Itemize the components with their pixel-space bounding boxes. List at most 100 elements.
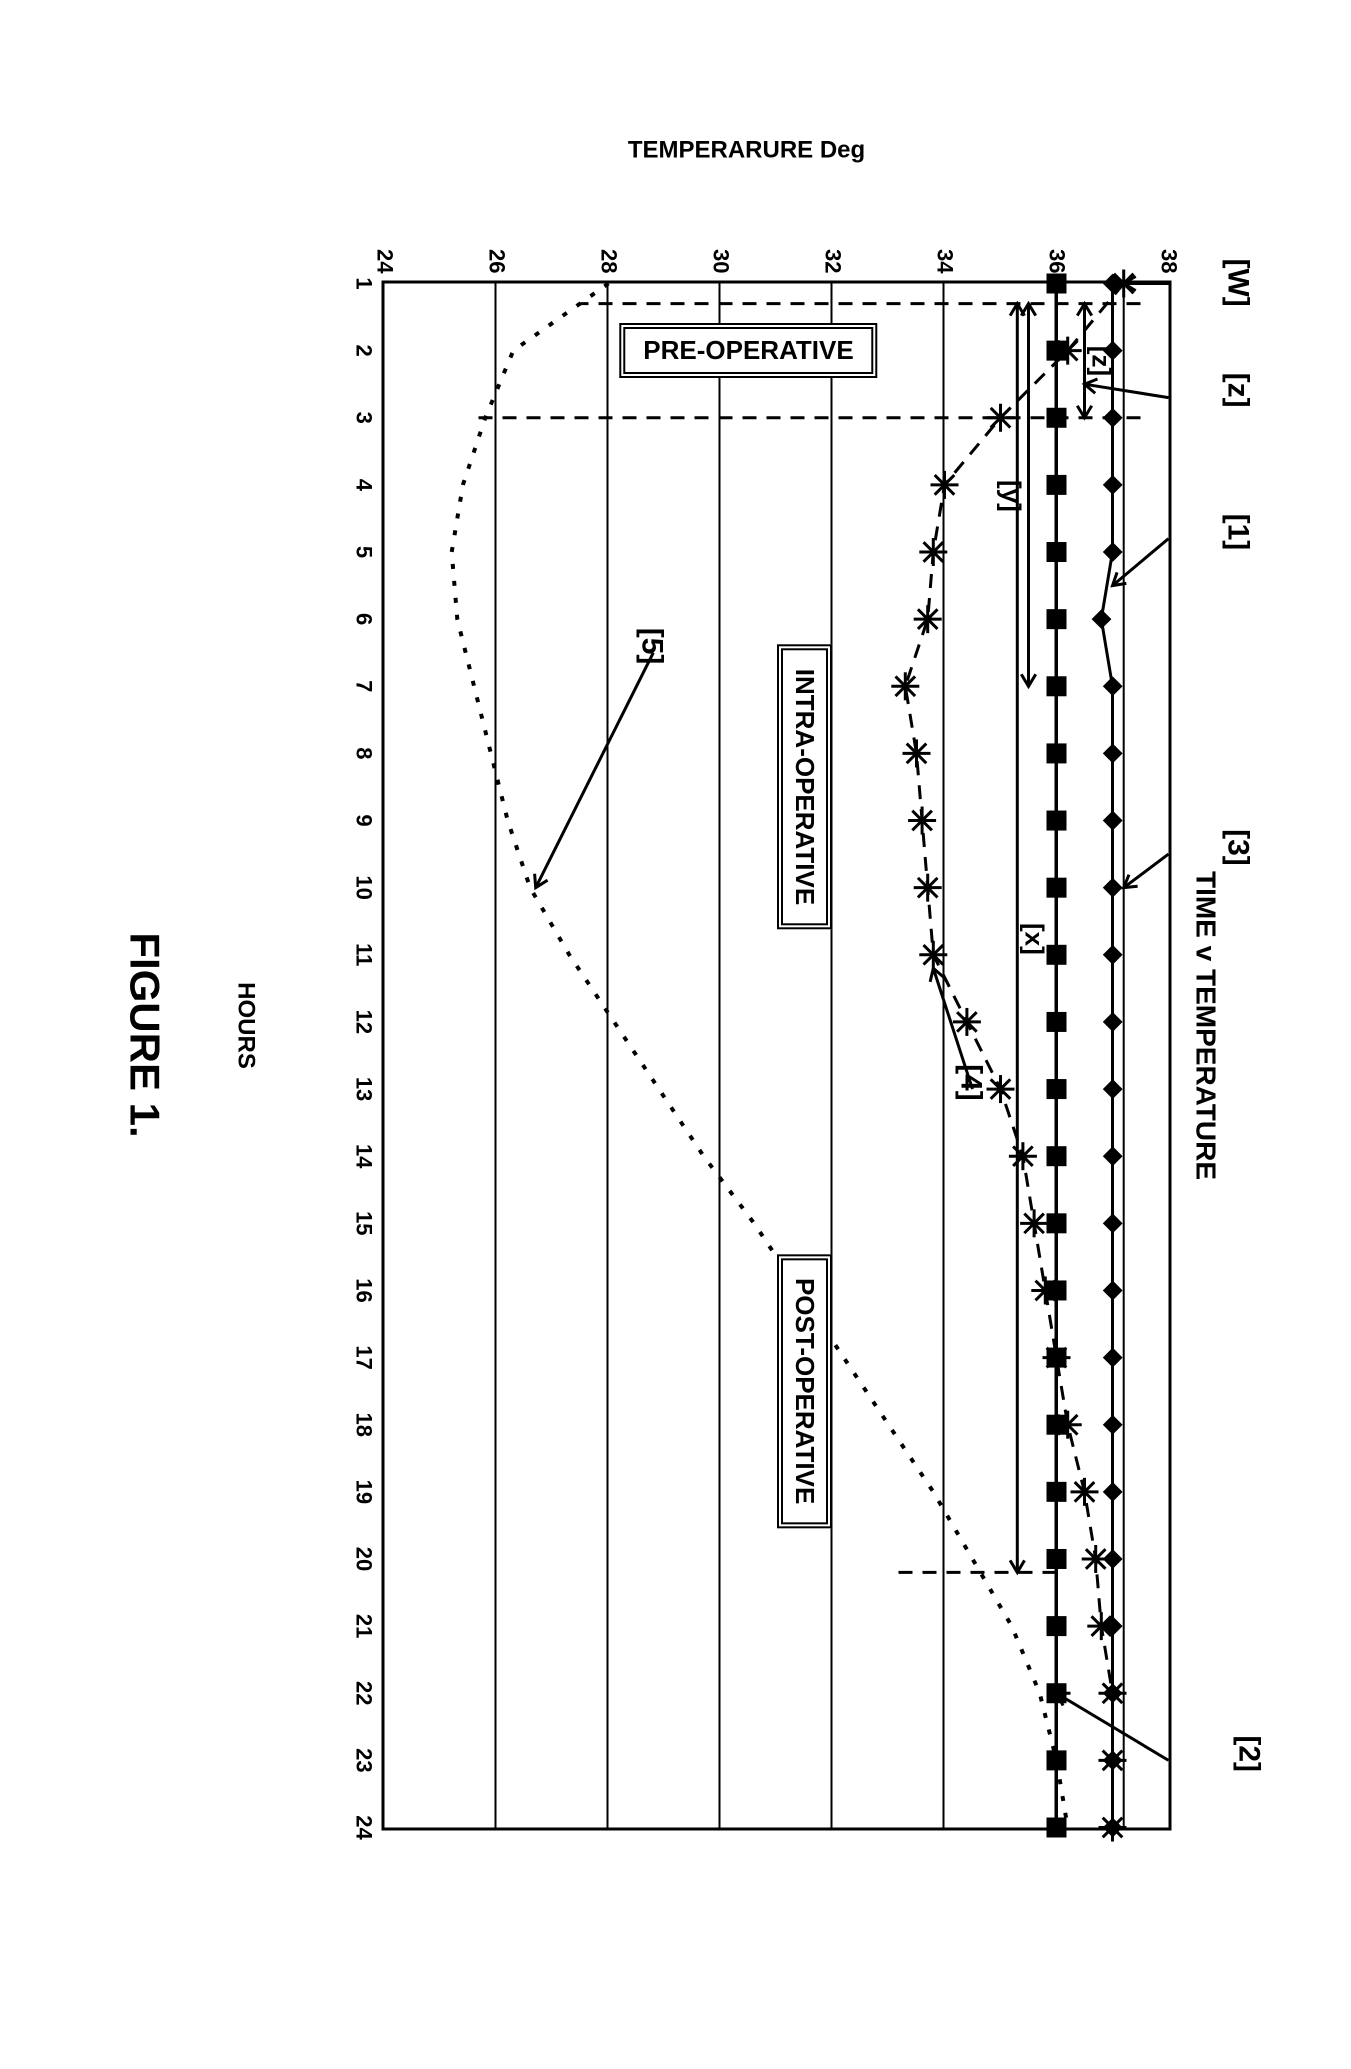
marker-asterisk bbox=[986, 1075, 1014, 1103]
x-axis-label: HOURS bbox=[231, 982, 259, 1069]
plot-area: 2426283032343638123456789101112131415161… bbox=[381, 280, 1171, 1830]
callout-label: [3] bbox=[1220, 829, 1254, 866]
marker-square bbox=[1046, 542, 1066, 562]
x-tick-label: 24 bbox=[350, 1815, 376, 1839]
marker-square bbox=[1046, 474, 1066, 494]
marker-diamond bbox=[1091, 609, 1111, 629]
x-tick-label: 18 bbox=[350, 1412, 376, 1436]
marker-square bbox=[1046, 877, 1066, 897]
x-tick-label: 5 bbox=[350, 545, 376, 557]
callout-label: [z] bbox=[1220, 372, 1254, 407]
marker-asterisk bbox=[1042, 1343, 1070, 1371]
marker-square bbox=[1046, 676, 1066, 696]
marker-square bbox=[1046, 1817, 1066, 1837]
x-tick-label: 17 bbox=[350, 1345, 376, 1369]
marker-diamond bbox=[1102, 944, 1122, 964]
marker-square bbox=[1046, 1481, 1066, 1501]
marker-asterisk bbox=[1020, 1209, 1048, 1237]
marker-asterisk bbox=[1031, 1276, 1059, 1304]
phase-box: POST-OPERATIVE bbox=[777, 1253, 832, 1527]
callout-arrow bbox=[1112, 538, 1168, 585]
marker-diamond bbox=[1102, 1146, 1122, 1166]
series-svg bbox=[384, 283, 1168, 1827]
x-tick-label: 6 bbox=[350, 613, 376, 625]
range-label: [z] bbox=[1085, 345, 1116, 375]
y-axis-label: TEMPERARURE Deg bbox=[627, 136, 864, 164]
marker-square bbox=[1046, 1213, 1066, 1233]
callout-arrow bbox=[1084, 384, 1168, 397]
marker-asterisk bbox=[913, 605, 941, 633]
callout-arrow bbox=[535, 652, 653, 887]
x-tick-label: 12 bbox=[350, 1009, 376, 1033]
series-series1_diamond bbox=[1101, 283, 1112, 1827]
marker-diamond bbox=[1102, 474, 1122, 494]
chart-title: TIME v TEMPERATURE bbox=[1189, 870, 1221, 1179]
callout-label: [2] bbox=[1231, 1735, 1265, 1772]
marker-asterisk bbox=[1098, 1679, 1126, 1707]
x-tick-label: 16 bbox=[350, 1278, 376, 1302]
x-tick-label: 14 bbox=[350, 1143, 376, 1167]
x-tick-label: 22 bbox=[350, 1680, 376, 1704]
x-tick-label: 8 bbox=[350, 747, 376, 759]
callout-label: [W] bbox=[1220, 258, 1254, 306]
y-tick-label: 32 bbox=[819, 249, 845, 273]
chart: TIME v TEMPERATURE 242628303234363812345… bbox=[321, 200, 1171, 1850]
marker-diamond bbox=[1102, 1481, 1122, 1501]
callout-label: [5] bbox=[634, 627, 668, 664]
y-tick-label: 38 bbox=[1155, 249, 1181, 273]
marker-square bbox=[1046, 1079, 1066, 1099]
callout-label: [4] bbox=[953, 1064, 987, 1101]
x-tick-label: 20 bbox=[350, 1546, 376, 1570]
series-series4_asterisk bbox=[905, 283, 1123, 1827]
marker-square bbox=[1046, 743, 1066, 763]
series-series5_dotted bbox=[451, 283, 1067, 1827]
x-tick-label: 11 bbox=[350, 943, 376, 966]
marker-diamond bbox=[1102, 1213, 1122, 1233]
marker-asterisk bbox=[919, 538, 947, 566]
marker-diamond bbox=[1102, 542, 1122, 562]
x-tick-label: 3 bbox=[350, 411, 376, 423]
x-tick-label: 2 bbox=[350, 344, 376, 356]
x-tick-label: 23 bbox=[350, 1748, 376, 1772]
y-tick-label: 28 bbox=[595, 249, 621, 273]
marker-asterisk bbox=[902, 739, 930, 767]
y-tick-label: 26 bbox=[483, 249, 509, 273]
marker-square bbox=[1046, 273, 1066, 293]
marker-diamond bbox=[1102, 877, 1122, 897]
marker-asterisk bbox=[913, 873, 941, 901]
marker-diamond bbox=[1102, 1414, 1122, 1434]
y-tick-label: 36 bbox=[1043, 249, 1069, 273]
marker-square bbox=[1046, 1616, 1066, 1636]
figure-caption: FIGURE 1. bbox=[120, 932, 168, 1137]
callout-arrow bbox=[1123, 854, 1168, 888]
marker-asterisk bbox=[1008, 1142, 1036, 1170]
marker-square bbox=[1046, 1548, 1066, 1568]
phase-box: PRE-OPERATIVE bbox=[619, 323, 877, 378]
marker-diamond bbox=[1102, 676, 1122, 696]
marker-asterisk bbox=[1098, 1813, 1126, 1841]
marker-asterisk bbox=[891, 672, 919, 700]
marker-asterisk bbox=[1070, 1477, 1098, 1505]
y-tick-label: 34 bbox=[931, 249, 957, 273]
x-tick-label: 1 bbox=[350, 277, 376, 289]
marker-asterisk bbox=[919, 940, 947, 968]
phase-box: INTRA-OPERATIVE bbox=[777, 644, 832, 928]
marker-square bbox=[1046, 609, 1066, 629]
marker-diamond bbox=[1102, 743, 1122, 763]
x-tick-label: 4 bbox=[350, 478, 376, 490]
range-label: [y] bbox=[995, 479, 1026, 511]
x-tick-label: 15 bbox=[350, 1211, 376, 1235]
marker-asterisk bbox=[1081, 1544, 1109, 1572]
marker-asterisk bbox=[952, 1007, 980, 1035]
x-tick-label: 21 bbox=[350, 1613, 376, 1637]
marker-square bbox=[1046, 1146, 1066, 1166]
marker-asterisk bbox=[908, 806, 936, 834]
marker-asterisk bbox=[1087, 1612, 1115, 1640]
x-tick-label: 10 bbox=[350, 875, 376, 899]
y-tick-label: 30 bbox=[707, 249, 733, 273]
marker-diamond bbox=[1102, 1079, 1122, 1099]
marker-square bbox=[1046, 1011, 1066, 1031]
x-tick-label: 13 bbox=[350, 1076, 376, 1100]
marker-square bbox=[1046, 810, 1066, 830]
marker-asterisk bbox=[930, 470, 958, 498]
